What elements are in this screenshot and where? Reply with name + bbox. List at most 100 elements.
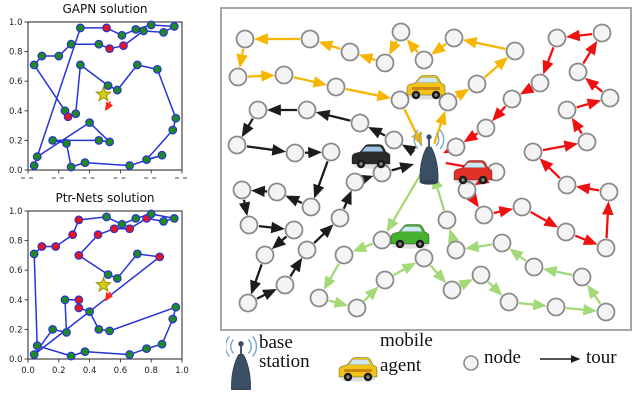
black-tour-edge <box>391 162 415 174</box>
antenna-mast <box>428 139 430 148</box>
base-station-legend-glyph <box>226 336 258 390</box>
black-tour-edge <box>315 109 351 122</box>
antenna-tip <box>426 134 432 140</box>
city-point <box>74 251 84 260</box>
city-point <box>66 351 76 361</box>
green-tour-edge <box>518 298 548 311</box>
car-window <box>361 146 384 152</box>
radio-wave <box>247 339 252 354</box>
node <box>238 293 258 313</box>
mobile-agent-black-tour <box>351 144 391 169</box>
city-point <box>68 230 78 240</box>
network-diagram-panel <box>220 7 632 331</box>
node <box>442 280 462 300</box>
red-tour-edge <box>565 29 593 42</box>
city-point <box>85 307 94 317</box>
base-station <box>413 129 445 185</box>
y-tick-label: 1.0 <box>9 18 23 28</box>
city-point <box>117 30 127 40</box>
node <box>546 297 566 317</box>
black-tour-edge <box>313 224 334 244</box>
node <box>524 257 544 277</box>
city-point <box>29 350 39 359</box>
node <box>414 248 434 268</box>
node <box>391 22 411 42</box>
city-point <box>48 135 58 145</box>
node <box>499 292 519 312</box>
wheel-hub <box>379 162 383 166</box>
red-tour-edge <box>602 201 614 239</box>
node <box>321 142 341 162</box>
city-point <box>155 252 165 262</box>
node <box>326 77 346 97</box>
city-point <box>60 295 70 305</box>
legend: base station mobile agent node tour <box>222 330 639 402</box>
legend-mobile-agent-label: mobile <box>380 330 433 351</box>
node <box>228 67 248 87</box>
y-tick-label: 0.6 <box>9 77 23 87</box>
y-tick-label: 0.2 <box>9 136 23 146</box>
node <box>227 135 247 155</box>
red-tour-edge <box>574 234 598 245</box>
node <box>372 230 392 250</box>
depot-star <box>94 276 112 293</box>
black-tour-edge <box>401 144 417 157</box>
ptrnets-plot-canvas: 1.0 0.8 0.6 0.4 0.2 0.00.0 0.2 0.4 0.6 0.8 1.0 <box>9 207 189 376</box>
green-tour-edge <box>393 262 417 277</box>
city-point <box>29 60 39 70</box>
base-foot <box>232 388 250 390</box>
city-point <box>94 39 104 49</box>
red-tour-edge <box>492 105 507 122</box>
red-tour-edge <box>542 140 579 152</box>
radio-wave <box>439 129 445 150</box>
orange-tour-edge <box>389 40 401 55</box>
node <box>572 267 592 287</box>
city-point <box>159 216 168 226</box>
gapn-solution-plot: GAPN solution 1.0 0.8 0.6 0.4 0.2 0.0 <box>0 2 210 191</box>
node <box>596 302 616 322</box>
city-point <box>29 161 39 170</box>
node <box>599 182 619 202</box>
antenna-tip <box>238 341 244 347</box>
mobile-agent-orange-tour <box>406 75 446 100</box>
node <box>350 113 370 133</box>
black-tour-edge <box>368 127 386 139</box>
city-point <box>169 22 179 31</box>
x-tick-label: 0.2 <box>52 366 66 376</box>
city-point <box>169 213 179 223</box>
city-point <box>168 125 178 135</box>
city-point <box>94 324 104 334</box>
node <box>309 288 329 308</box>
city-point <box>103 81 113 91</box>
red-tour-edge <box>576 98 602 110</box>
orange-tour-edge <box>406 38 420 54</box>
green-tour-edge <box>509 248 527 262</box>
node <box>375 270 395 290</box>
radio-wave <box>413 129 419 150</box>
black-tour-edge <box>358 174 374 186</box>
city-point <box>125 161 135 170</box>
city-point <box>132 60 142 70</box>
orange-tour-edge <box>247 70 275 82</box>
legend-tour-label: tour <box>586 347 617 368</box>
city-point <box>171 302 181 312</box>
green-tour-edge <box>323 263 340 291</box>
y-tick-label: 0.4 <box>9 296 23 306</box>
red-tour-edge <box>530 210 559 228</box>
node <box>275 275 295 295</box>
node <box>334 245 354 265</box>
green-tour-edge <box>352 241 374 252</box>
legend-node-label: node <box>484 347 521 368</box>
city-point <box>102 212 111 222</box>
radio-wave <box>226 336 231 357</box>
node <box>300 29 320 49</box>
node <box>340 42 360 62</box>
depot-arrow <box>106 291 111 300</box>
black-tour-edge <box>271 235 288 250</box>
node <box>301 197 321 217</box>
wheel-hub <box>346 375 350 379</box>
node <box>284 220 304 240</box>
green-tour-edge <box>458 279 473 291</box>
city-point <box>63 112 73 122</box>
node <box>557 100 577 120</box>
